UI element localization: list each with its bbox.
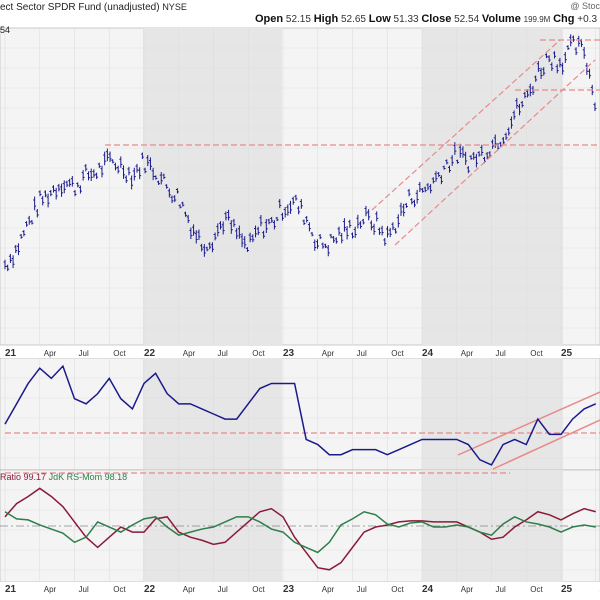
x-tick-label: Oct [113,349,126,358]
low-value: 51.33 [393,14,419,25]
close-label: Close [421,13,452,25]
volume-value: 199.9M [523,15,551,24]
trend-channel-lower [492,419,600,470]
x-tick-label: Apr [461,349,474,358]
x-tick-label: Apr [44,349,57,358]
x-tick-label: Jul [218,349,228,358]
channel-lower [394,59,596,246]
x-tick-label: Jul [357,585,367,594]
year-band [143,28,282,345]
x-tick-label: Apr [461,585,474,594]
year-band [422,28,563,345]
x-tick-label: Oct [252,585,265,594]
open-label: Open [255,13,284,25]
close-value: 52.54 [454,14,480,25]
indicator-legend: Ratio 99.17 JdK RS-Mom 98.18 [0,472,127,482]
title-text: ect Sector SPDR Fund (unadjusted) [0,2,160,13]
x-tick-label: Jul [496,349,506,358]
x-tick-label: 25 [561,584,573,595]
x-tick-label: 24 [422,348,434,359]
copyright: @ Stoc [570,1,600,11]
x-tick-label: 23 [283,584,295,595]
x-tick-label: Oct [391,349,404,358]
x-tick-label: 21 [5,348,17,359]
chart-title: ect Sector SPDR Fund (unadjusted) NYSE [0,2,187,13]
x-tick-label: Oct [252,349,265,358]
x-tick-label: Apr [183,349,196,358]
x-axis-band [0,582,600,600]
exchange: NYSE [162,2,187,12]
x-tick-label: Oct [391,585,404,594]
x-tick-label: 22 [144,584,156,595]
rs-mom-label: JdK RS-Mom 98.18 [48,472,128,482]
rs-momentum-line [4,510,596,554]
last-price-tag: 54 [0,25,11,35]
x-tick-label: Oct [530,585,543,594]
x-tick-label: Apr [322,585,335,594]
channel-upper [371,39,561,211]
x-tick-label: 23 [283,348,295,359]
chg-label: Chg [553,13,575,25]
chg-value: +0.3 [577,14,598,25]
x-tick-label: Jul [79,585,89,594]
low-label: Low [368,13,391,25]
x-tick-label: Jul [496,585,506,594]
high-value: 52.65 [340,14,366,25]
x-tick-label: Jul [218,585,228,594]
x-tick-label: Jul [357,349,367,358]
x-tick-label: Apr [322,349,335,358]
x-tick-label: 22 [144,348,156,359]
x-axis-band [0,346,600,358]
high-label: High [313,13,339,25]
x-tick-label: Jul [79,349,89,358]
rs-ratio-label: Ratio 99.17 [0,472,47,482]
open-value: 52.15 [285,14,311,25]
x-tick-label: 25 [561,348,573,359]
x-tick-label: 21 [5,584,17,595]
x-tick-label: Oct [113,585,126,594]
relative-strength-line [4,364,597,466]
x-tick-label: 24 [422,584,434,595]
year-band [422,358,563,470]
volume-label: Volume [481,13,521,25]
x-tick-label: Apr [183,585,196,594]
trend-channel-upper [457,391,600,456]
x-tick-label: Oct [530,349,543,358]
x-tick-label: Apr [44,585,57,594]
ohlc-readout: Open 52.15 High 52.65 Low 51.33 Close 52… [255,13,597,25]
